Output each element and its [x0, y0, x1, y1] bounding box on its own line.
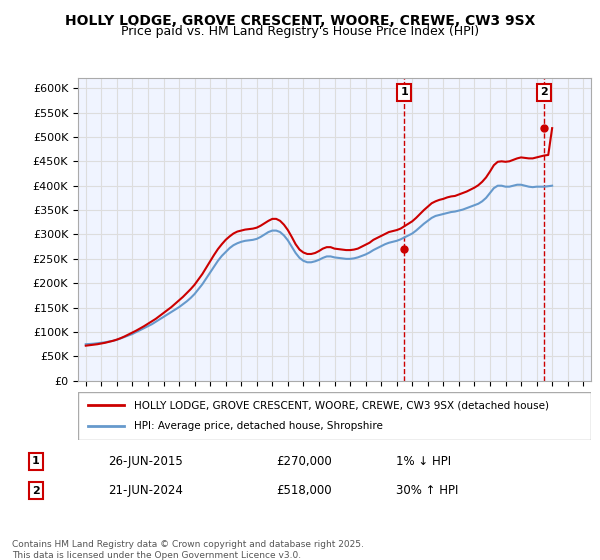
- Text: 26-JUN-2015: 26-JUN-2015: [108, 455, 183, 468]
- Text: £270,000: £270,000: [276, 455, 332, 468]
- Text: Price paid vs. HM Land Registry's House Price Index (HPI): Price paid vs. HM Land Registry's House …: [121, 25, 479, 38]
- Text: 30% ↑ HPI: 30% ↑ HPI: [396, 484, 458, 497]
- Text: Contains HM Land Registry data © Crown copyright and database right 2025.
This d: Contains HM Land Registry data © Crown c…: [12, 540, 364, 560]
- Text: HOLLY LODGE, GROVE CRESCENT, WOORE, CREWE, CW3 9SX: HOLLY LODGE, GROVE CRESCENT, WOORE, CREW…: [65, 14, 535, 28]
- Text: HPI: Average price, detached house, Shropshire: HPI: Average price, detached house, Shro…: [134, 421, 383, 431]
- Text: 21-JUN-2024: 21-JUN-2024: [108, 484, 183, 497]
- Text: £518,000: £518,000: [276, 484, 332, 497]
- Text: 1: 1: [32, 456, 40, 466]
- Text: HOLLY LODGE, GROVE CRESCENT, WOORE, CREWE, CW3 9SX (detached house): HOLLY LODGE, GROVE CRESCENT, WOORE, CREW…: [134, 400, 550, 410]
- Text: 2: 2: [540, 87, 548, 97]
- Text: 1: 1: [400, 87, 408, 97]
- Text: 1% ↓ HPI: 1% ↓ HPI: [396, 455, 451, 468]
- Text: 2: 2: [32, 486, 40, 496]
- FancyBboxPatch shape: [78, 392, 591, 440]
